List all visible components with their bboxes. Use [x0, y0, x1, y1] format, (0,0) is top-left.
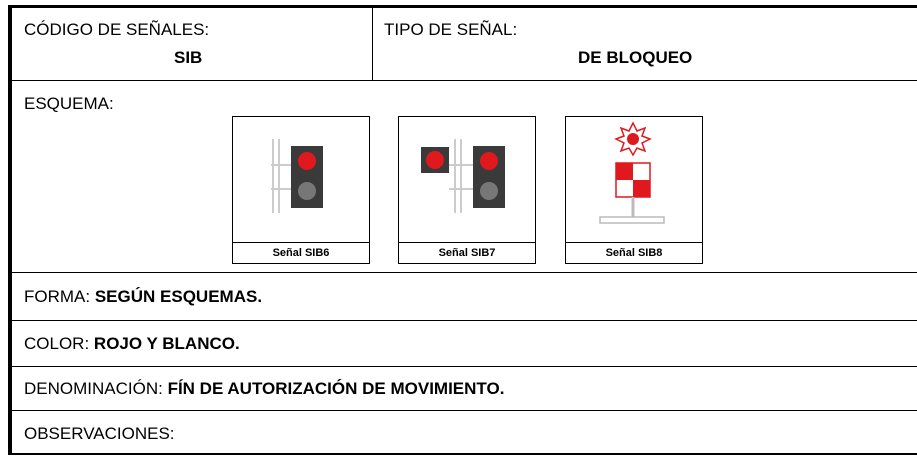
signal-drawing	[271, 139, 323, 213]
row-value: FÍN DE AUTORIZACIÓN DE MOVIMIENTO.	[167, 379, 505, 398]
signal-drawing	[421, 139, 505, 213]
row: COLOR: ROJO Y BLANCO.	[24, 334, 240, 354]
row-value: ROJO Y BLANCO.	[93, 334, 240, 353]
row: FORMA: SEGÚN ESQUEMAS.	[24, 287, 262, 307]
type-value: DE BLOQUEO	[578, 48, 693, 67]
row-value: SEGÚN ESQUEMAS.	[94, 287, 263, 306]
row-label: COLOR:	[24, 334, 90, 353]
divider	[12, 410, 917, 411]
row: DENOMINACIÓN: FÍN DE AUTORIZACIÓN DE MOV…	[24, 379, 504, 399]
caption: Señal SIB6	[233, 242, 369, 263]
signal-drawing	[599, 121, 665, 224]
divider	[12, 80, 917, 81]
divider	[12, 320, 917, 321]
schema-label: ESQUEMA:	[24, 94, 114, 113]
type-label: TIPO DE SEÑAL:	[384, 20, 518, 39]
row-label: OBSERVACIONES:	[24, 424, 175, 443]
row-label: DENOMINACIÓN:	[24, 379, 163, 398]
caption: Señal SIB7	[399, 242, 535, 263]
row-label: FORMA:	[24, 287, 91, 306]
divider	[12, 366, 917, 367]
figure: Señal SIB7	[398, 116, 536, 264]
code-label: CÓDIGO DE SEÑALES:	[24, 20, 210, 39]
table-border	[8, 5, 917, 455]
row: OBSERVACIONES:	[24, 424, 175, 444]
divider	[372, 8, 373, 80]
figure: Señal SIB8	[565, 116, 703, 264]
code-value: SIB	[174, 48, 203, 67]
divider	[12, 272, 917, 273]
figure: Señal SIB6	[232, 116, 370, 264]
caption: Señal SIB8	[566, 242, 702, 263]
